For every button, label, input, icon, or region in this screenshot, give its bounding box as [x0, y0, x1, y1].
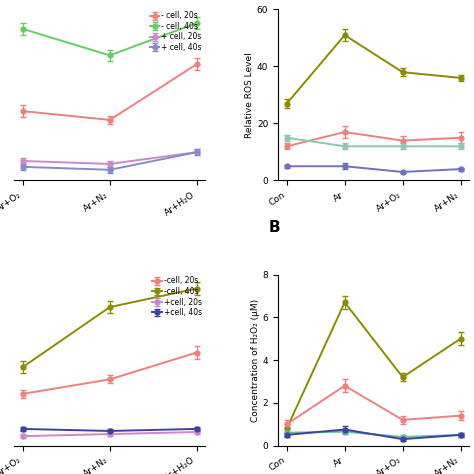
Legend: -cell, 20s, -cell, 40s, +cell, 20s, +cell, 40s: -cell, 20s, -cell, 40s, +cell, 20s, +cel… [151, 275, 203, 319]
Text: B: B [268, 220, 280, 235]
Y-axis label: Concentration of H₂O₂ (μM): Concentration of H₂O₂ (μM) [251, 299, 260, 421]
Legend: - cell, 20s, - cell, 40s, + cell, 20s, + cell, 40s: - cell, 20s, - cell, 40s, + cell, 20s, +… [148, 10, 203, 54]
Y-axis label: Relative ROS Level: Relative ROS Level [245, 52, 254, 138]
